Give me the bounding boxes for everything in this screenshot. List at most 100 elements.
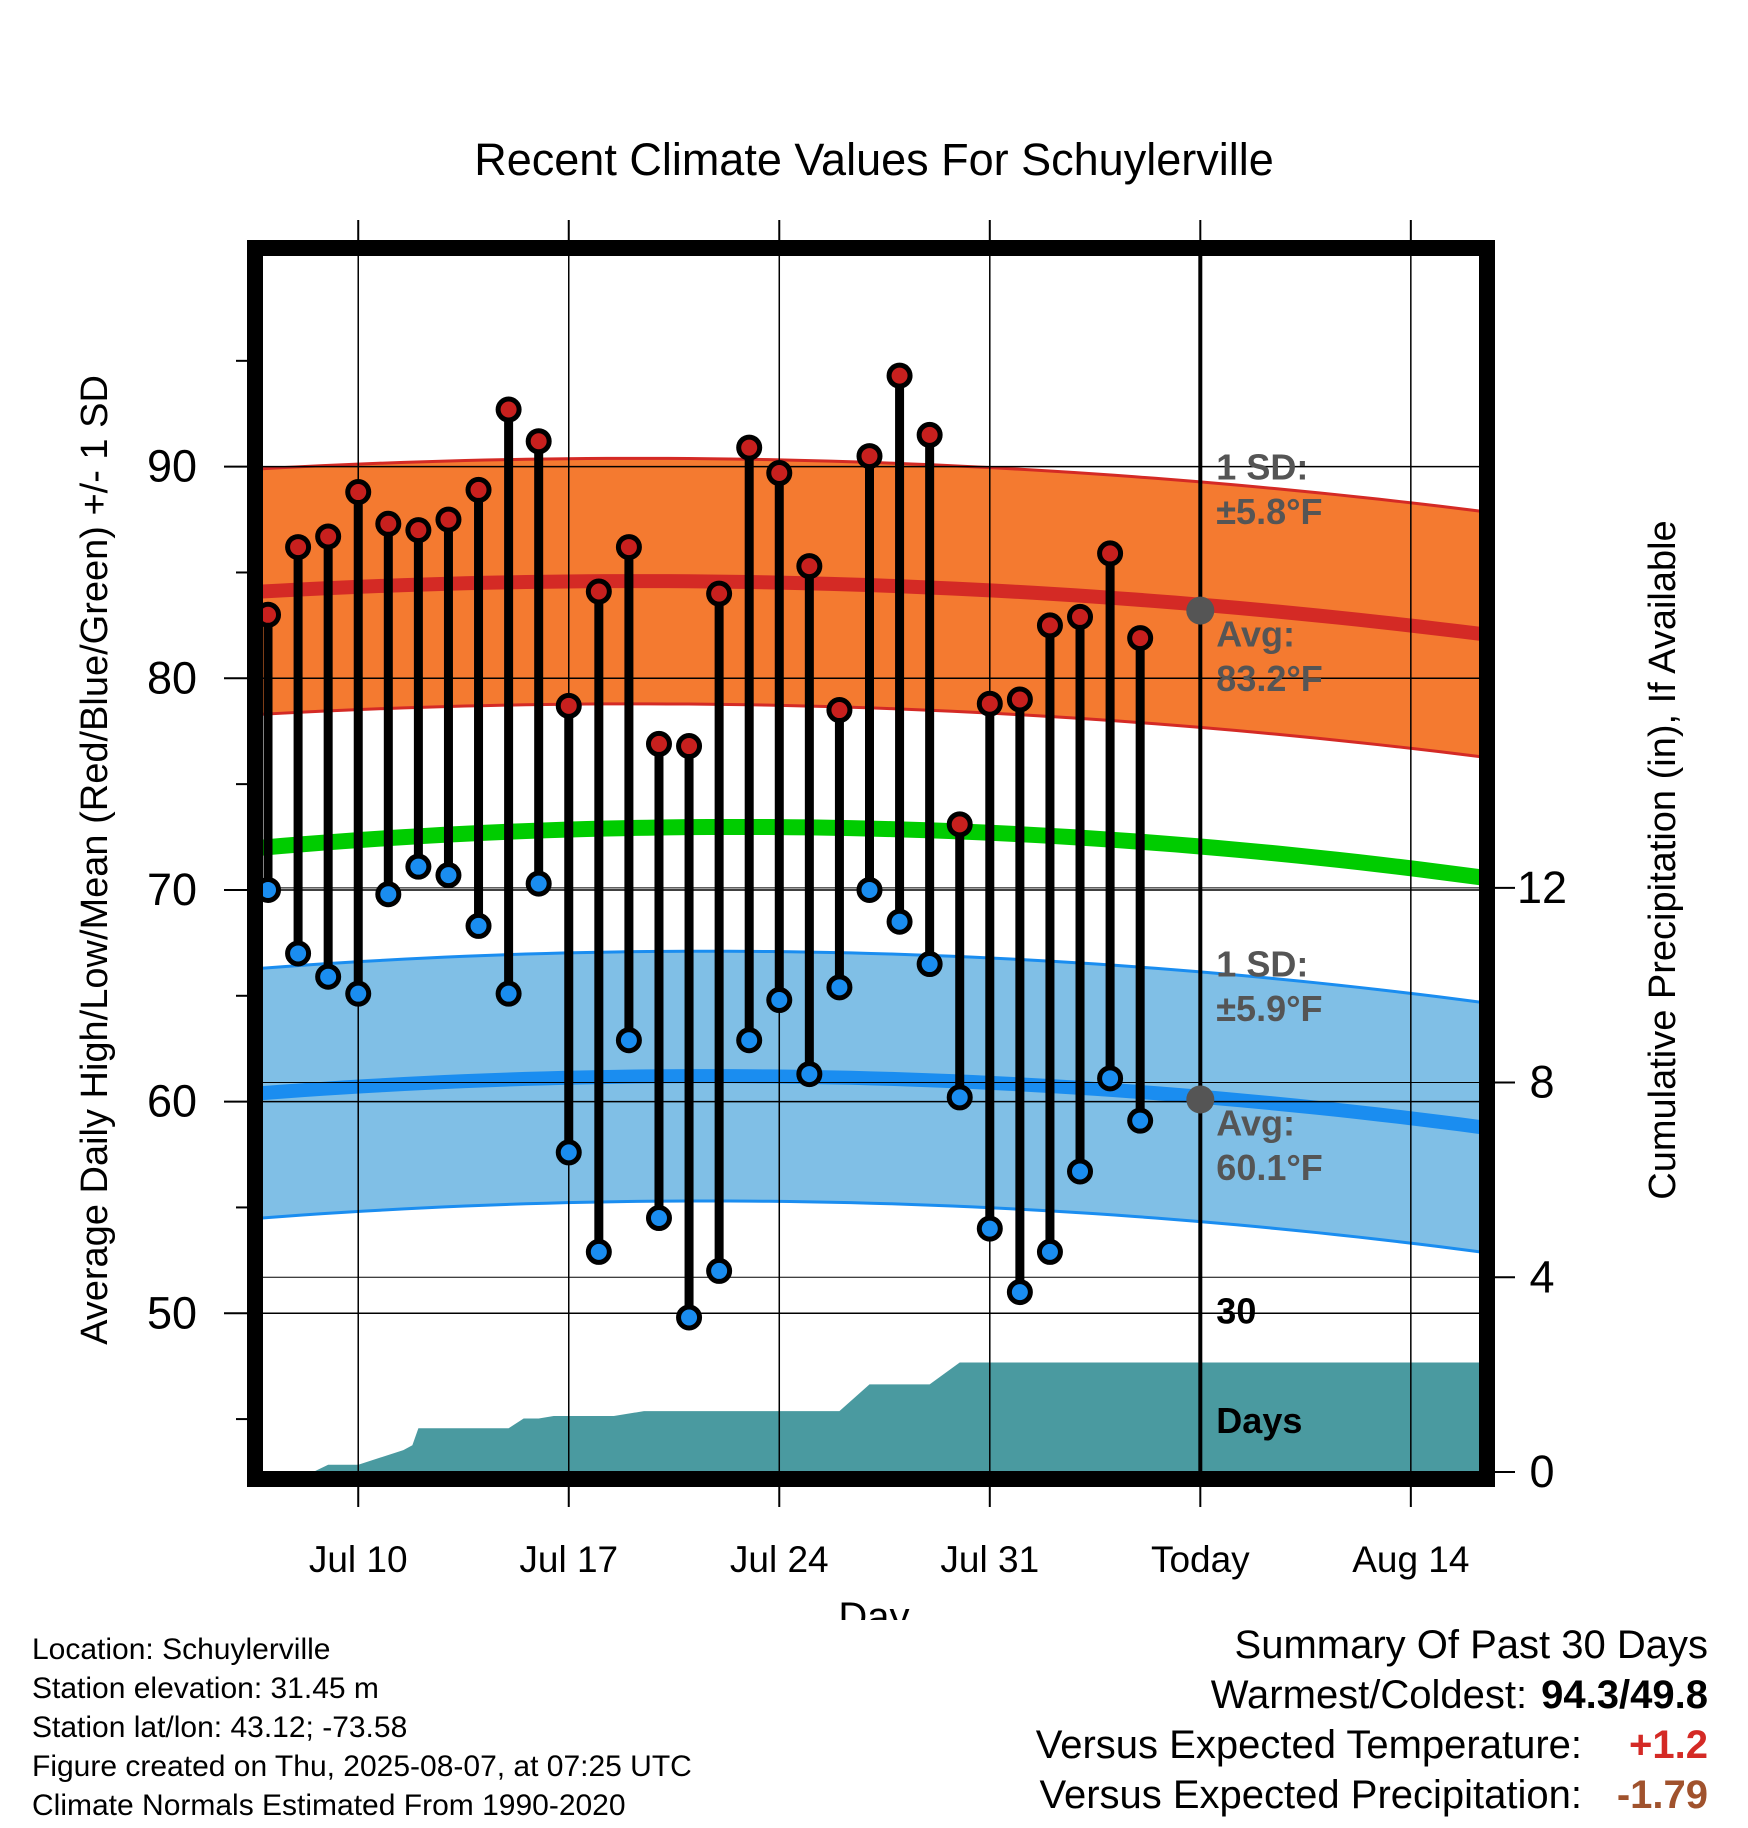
daily-high-point — [886, 362, 913, 389]
daily-low-point — [405, 853, 432, 880]
daily-low-point — [976, 1215, 1003, 1242]
low-normal-band-lower-edge — [262, 1199, 1480, 1254]
daily-low-point — [856, 876, 883, 903]
daily-low-point — [1006, 1279, 1033, 1306]
created-text: Figure created on Thu, 2025-08-07, at 07… — [32, 1750, 692, 1783]
x-tick-label: Jul 31 — [940, 1539, 1039, 1580]
daily-low-point — [645, 1205, 672, 1232]
daily-high-point — [706, 580, 733, 607]
y-tick-label: 90 — [147, 441, 197, 492]
precip-anomaly-row: Versus Expected Precipitation: -1.79 — [1036, 1770, 1708, 1820]
low-normal-band-upper-edge — [262, 949, 1480, 1004]
daily-low-point — [1036, 1238, 1063, 1265]
daily-high-point — [856, 443, 883, 470]
daily-high-point — [976, 690, 1003, 717]
daily-high-point — [736, 434, 763, 461]
high-sd-label: 1 SD: — [1216, 446, 1308, 487]
daily-high-point — [1127, 625, 1154, 652]
summary-panel: Summary Of Past 30 Days Warmest/Coldest:… — [1036, 1620, 1708, 1820]
latlon-text: Station lat/lon: 43.12; -73.58 — [32, 1711, 408, 1744]
daily-high-point — [766, 460, 793, 487]
daily-low-point — [555, 1139, 582, 1166]
daily-high-point — [495, 396, 522, 423]
x-tick-label: Jul 24 — [730, 1539, 829, 1580]
daily-high-point — [345, 479, 372, 506]
daily-low-point — [946, 1084, 973, 1111]
period-label-line1: 30 — [1216, 1291, 1256, 1332]
chart-title: Recent Climate Values For Schuylerville — [474, 134, 1273, 185]
y2-tick-label: 0 — [1529, 1446, 1554, 1497]
warmest-value: 94.3 — [1541, 1673, 1620, 1717]
low-average-line — [262, 1069, 1480, 1134]
daily-high-point — [796, 553, 823, 580]
daily-high-point — [1006, 686, 1033, 713]
period-label-line2: Days — [1216, 1400, 1302, 1441]
y-axis-label: Average Daily High/Low/Mean (Red/Blue/Gr… — [74, 375, 116, 1345]
daily-low-point — [826, 974, 853, 1001]
high-avg-value: 83.2°F — [1216, 658, 1322, 699]
warmest-coldest-label: Warmest/Coldest: — [1210, 1673, 1528, 1717]
daily-low-point — [615, 1027, 642, 1054]
warmest-coldest-row: Warmest/Coldest: 94.3/49.8 — [1036, 1670, 1708, 1720]
daily-high-point — [826, 697, 853, 724]
precip-anomaly-value: -1.79 — [1616, 1773, 1708, 1817]
x-tick-label: Today — [1151, 1539, 1250, 1580]
daily-low-point — [525, 870, 552, 897]
daily-low-point — [585, 1238, 612, 1265]
low-sd-label: 1 SD: — [1216, 944, 1308, 985]
warmest-coldest-value: 94.3/49.8 — [1541, 1670, 1708, 1720]
x-tick-label: Jul 17 — [519, 1539, 618, 1580]
daily-high-point — [1036, 612, 1063, 639]
daily-low-point — [676, 1304, 703, 1331]
daily-low-point — [916, 951, 943, 978]
y-tick-label: 70 — [147, 864, 197, 915]
coldest-value: 49.8 — [1630, 1673, 1708, 1717]
summary-title: Summary Of Past 30 Days — [1234, 1623, 1708, 1667]
normals-text: Climate Normals Estimated From 1990-2020 — [32, 1789, 626, 1822]
low-sd-value: ±5.9°F — [1216, 988, 1322, 1029]
daily-low-point — [285, 940, 312, 967]
daily-high-point — [315, 523, 342, 550]
low-avg-label: Avg: — [1216, 1102, 1295, 1143]
high-avg-label: Avg: — [1216, 614, 1295, 655]
daily-low-point — [886, 908, 913, 935]
y-tick-label: 50 — [147, 1287, 197, 1338]
daily-high-point — [525, 428, 552, 455]
daily-low-point — [736, 1027, 763, 1054]
today-high-average-marker — [1186, 596, 1215, 625]
y2-tick-label: 8 — [1529, 1057, 1554, 1108]
high-sd-value: ±5.8°F — [1216, 491, 1322, 532]
daily-high-point — [1067, 603, 1094, 630]
daily-high-point — [375, 510, 402, 537]
daily-low-point — [345, 980, 372, 1007]
y2-axis-label: Cumulative Precipitation (in), If Availa… — [1642, 520, 1684, 1199]
daily-low-point — [495, 980, 522, 1007]
x-tick-label: Aug 14 — [1352, 1539, 1469, 1580]
daily-high-point — [435, 506, 462, 533]
y2-tick-label: 12 — [1517, 862, 1567, 913]
daily-high-point — [585, 578, 612, 605]
daily-high-point — [615, 534, 642, 561]
daily-low-point — [435, 862, 462, 889]
daily-low-point — [796, 1061, 823, 1088]
daily-low-point — [1097, 1065, 1124, 1092]
y-tick-label: 80 — [147, 652, 197, 703]
daily-high-point — [465, 476, 492, 503]
daily-high-point — [405, 517, 432, 544]
climate-chart: Recent Climate Values For Schuylerville … — [74, 134, 1684, 1620]
daily-high-point — [676, 733, 703, 760]
daily-low-point — [766, 987, 793, 1014]
station-info: Location: Schuylerville Station elevatio… — [32, 1630, 692, 1825]
plot-frame — [247, 240, 1495, 1487]
x-axis-label: Day — [838, 1595, 909, 1620]
daily-low-point — [315, 963, 342, 990]
location-text: Location: Schuylerville — [32, 1633, 331, 1666]
daily-low-point — [465, 912, 492, 939]
daily-high-point — [285, 534, 312, 561]
daily-high-point — [645, 730, 672, 757]
daily-low-point — [706, 1257, 733, 1284]
temp-anomaly-value: +1.2 — [1629, 1723, 1708, 1767]
daily-low-point — [262, 876, 282, 903]
